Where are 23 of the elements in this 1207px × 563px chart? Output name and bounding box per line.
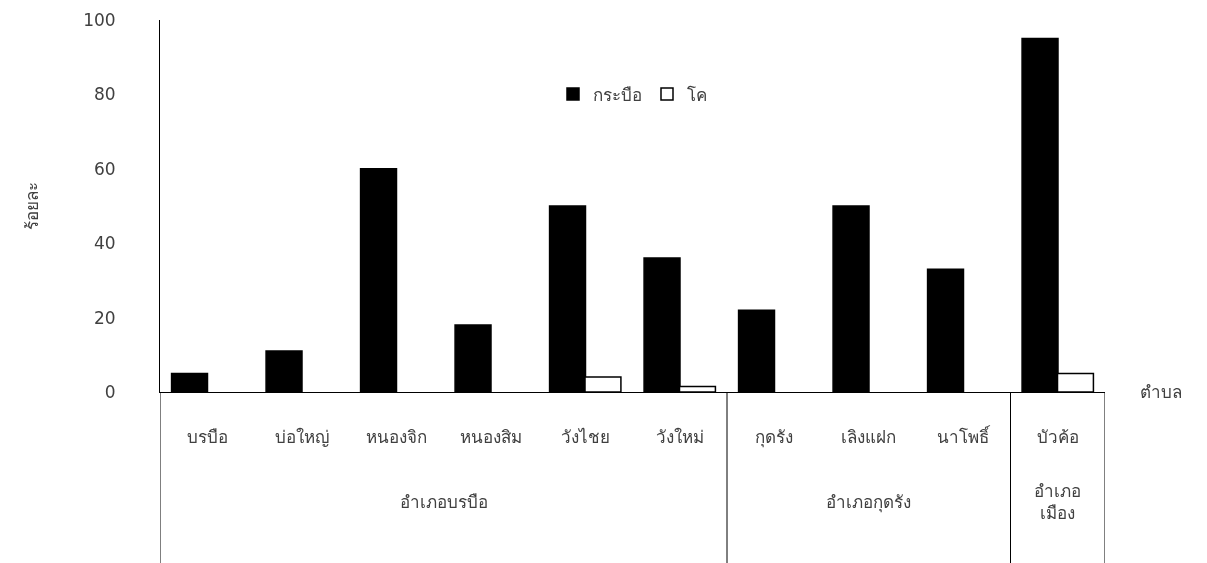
x-tick-label: หนองจิก xyxy=(365,427,427,448)
text: อำเภอบรบือ xyxy=(400,492,488,512)
text: อำเภอ เมือง xyxy=(1034,481,1081,524)
x-tick-label: กุดรัง xyxy=(755,427,794,449)
y-tick-label: 40 xyxy=(93,233,116,254)
legend-label: โค xyxy=(687,84,707,105)
x-tick-label: หนองสิม xyxy=(459,427,522,448)
x-tick-label: บรบือ xyxy=(186,427,228,448)
y-tick-label: 80 xyxy=(93,84,116,105)
y-axis-title: ร้อยละ xyxy=(21,182,42,230)
y-tick-label: 60 xyxy=(93,158,116,179)
y-tick-label: 0 xyxy=(104,381,116,402)
x-tick-label: บัวค้อ xyxy=(1036,427,1079,448)
y-tick-label: 100 xyxy=(83,9,116,30)
legend-label: กระบือ xyxy=(593,84,642,105)
x-tick-label: นาโพธิ์ xyxy=(937,425,992,448)
x-axis-title: ตำบล xyxy=(1140,382,1182,402)
x-tick-label: เลิงแฝก xyxy=(841,427,897,448)
x-tick-label: บ่อใหญ่ xyxy=(274,427,329,448)
x-tick-label: วังไชย xyxy=(560,427,610,448)
x-tick-label: วังใหม่ xyxy=(655,427,704,448)
y-tick-label: 20 xyxy=(93,307,116,328)
text: อำเภอกุดรัง xyxy=(826,492,911,513)
